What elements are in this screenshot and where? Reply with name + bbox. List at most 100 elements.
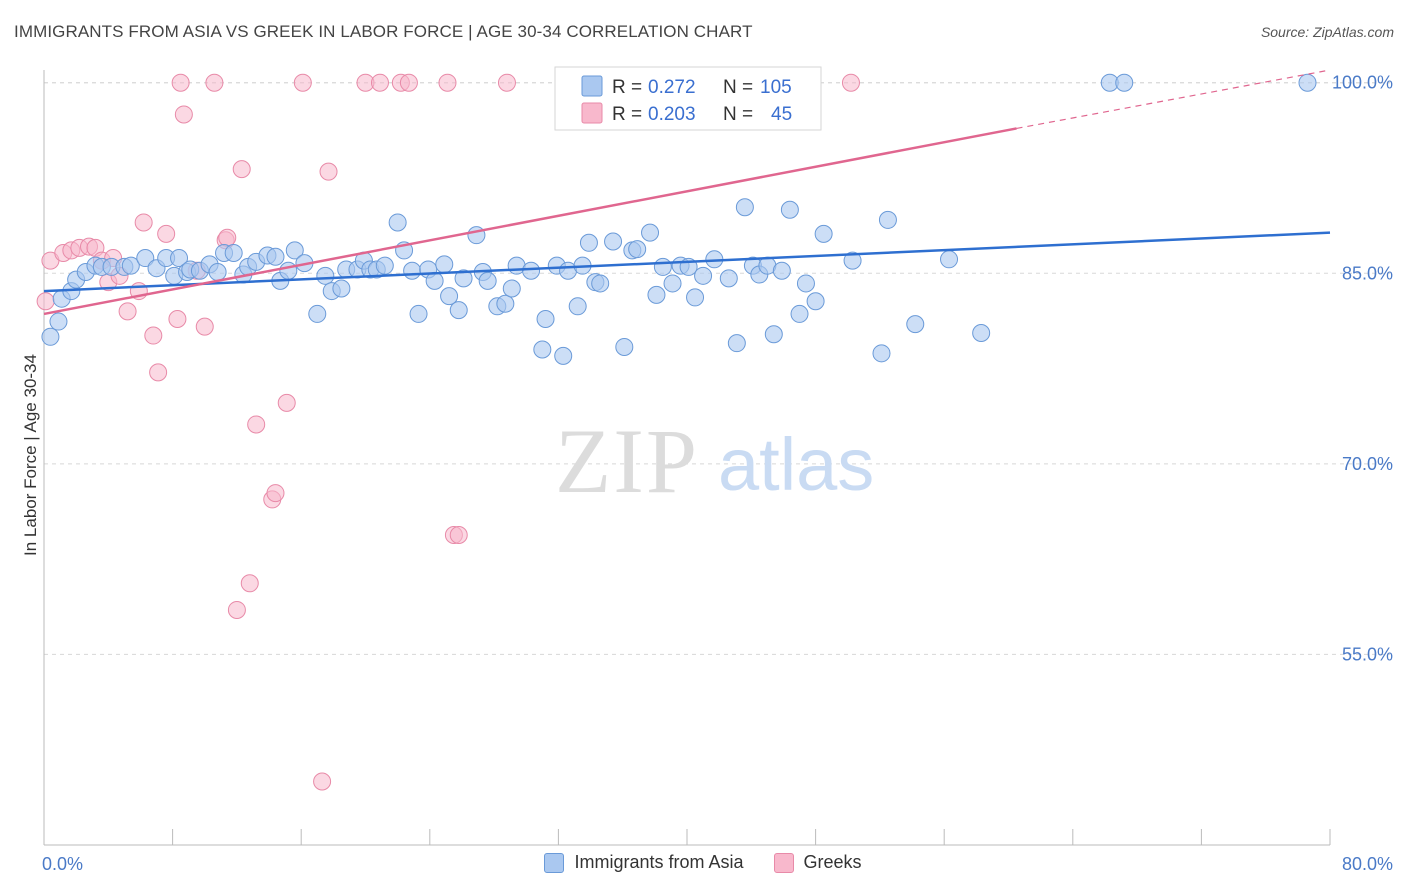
data-point-asia — [940, 250, 959, 269]
data-point-greeks — [313, 772, 332, 791]
data-point-asia — [780, 200, 799, 219]
data-point-asia — [49, 312, 68, 331]
data-point-greeks — [266, 484, 285, 503]
data-point-greeks — [227, 600, 246, 619]
data-point-asia — [208, 263, 227, 282]
data-point-asia — [972, 323, 991, 342]
data-point-asia — [727, 334, 746, 353]
data-point-asia — [764, 325, 783, 344]
trend-line-greeks-extension — [1016, 69, 1331, 130]
bottom-legend-swatch-greeks — [773, 852, 794, 873]
data-point-greeks — [277, 393, 296, 412]
trend-line-asia — [43, 231, 1331, 293]
watermark-atlas: atlas — [718, 423, 874, 506]
legend-n-label: N = — [723, 77, 753, 98]
data-point-asia — [591, 274, 610, 293]
data-point-greeks — [370, 73, 389, 92]
data-point-asia — [554, 346, 573, 365]
data-point-greeks — [118, 302, 137, 321]
data-point-asia — [136, 249, 155, 268]
data-point-asia — [790, 304, 809, 323]
trend-line-greeks — [43, 127, 1017, 316]
data-point-greeks — [205, 73, 224, 92]
data-point-asia — [454, 269, 473, 288]
trend-lines — [43, 69, 1331, 316]
data-point-greeks — [399, 73, 418, 92]
tick-labels: 55.0% 70.0% 85.0% 100.0% 0.0% 80.0% — [42, 73, 1393, 874]
data-point-asia — [403, 261, 422, 280]
legend-r-value: 0.272 — [648, 77, 696, 98]
data-point-greeks — [293, 73, 312, 92]
bottom-legend-swatch-asia — [544, 852, 565, 873]
bottom-legend-greeks: Greeks — [773, 852, 862, 873]
data-point-greeks — [149, 363, 168, 382]
data-point-greeks — [319, 162, 338, 181]
data-point-asia — [843, 251, 862, 270]
x-tick-label: 80.0% — [1342, 854, 1393, 874]
y-tick-label: 55.0% — [1342, 644, 1393, 664]
data-point-asia — [806, 292, 825, 311]
data-point-asia — [41, 327, 60, 346]
grid-lines — [43, 82, 1390, 845]
data-point-asia — [814, 224, 833, 243]
data-point-asia — [409, 304, 428, 323]
data-point-greeks — [240, 574, 259, 593]
data-point-asia — [224, 243, 243, 262]
source-label: Source: ZipAtlas.com — [1260, 24, 1394, 40]
data-point-greeks — [144, 326, 163, 345]
bottom-legend-label-asia: Immigrants from Asia — [574, 852, 744, 872]
legend-n-value: 45 — [771, 104, 792, 125]
bottom-legend-label-greeks: Greeks — [803, 852, 862, 872]
data-point-asia — [170, 249, 189, 268]
chart-title: IMMIGRANTS FROM ASIA VS GREEK IN LABOR F… — [14, 22, 753, 41]
bottom-legend: Immigrants from Asia Greeks — [0, 852, 1406, 873]
data-point-greeks — [247, 415, 266, 434]
data-point-asia — [440, 287, 459, 306]
y-axis-title: In Labor Force | Age 30-34 — [21, 354, 40, 556]
data-point-asia — [478, 271, 497, 290]
y-tick-label: 85.0% — [1342, 263, 1393, 283]
legend-n-label: N = — [723, 104, 753, 125]
legend-swatch-greeks — [581, 102, 603, 124]
data-point-asia — [375, 256, 394, 275]
watermark: ZIP atlas — [555, 410, 874, 512]
data-point-asia — [425, 271, 444, 290]
data-point-asia — [735, 198, 754, 217]
data-point-asia — [496, 294, 515, 313]
data-point-asia — [279, 261, 298, 280]
legend-r-value: 0.203 — [648, 104, 696, 125]
data-point-greeks — [171, 73, 190, 92]
legend-r-label: R = — [612, 77, 642, 98]
data-point-asia — [663, 274, 682, 293]
data-point-asia — [316, 266, 335, 285]
data-point-asia — [719, 269, 738, 288]
data-point-asia — [502, 279, 521, 298]
data-point-greeks — [218, 228, 237, 247]
data-point-asia — [522, 261, 541, 280]
data-point-asia — [266, 247, 285, 266]
legend-n-value: 105 — [760, 77, 792, 98]
data-point-asia — [308, 304, 327, 323]
data-point-greeks — [438, 73, 457, 92]
data-point-greeks — [168, 310, 187, 329]
data-point-asia — [121, 256, 140, 275]
series-asia-points — [41, 73, 1317, 365]
data-point-asia — [533, 340, 552, 359]
data-point-asia — [772, 261, 791, 280]
data-point-asia — [568, 297, 587, 316]
data-point-asia — [628, 240, 647, 259]
data-point-asia — [647, 285, 666, 304]
legend-swatch-asia — [581, 75, 603, 97]
data-point-asia — [878, 210, 897, 229]
data-point-greeks — [497, 73, 516, 92]
data-point-asia — [653, 257, 672, 276]
data-point-asia — [332, 279, 351, 298]
data-point-greeks — [195, 317, 214, 336]
data-point-greeks — [841, 73, 860, 92]
data-point-asia — [641, 223, 660, 242]
data-point-asia — [686, 288, 705, 307]
data-point-greeks — [157, 224, 176, 243]
data-point-asia — [906, 315, 925, 334]
data-point-asia — [1115, 73, 1134, 92]
